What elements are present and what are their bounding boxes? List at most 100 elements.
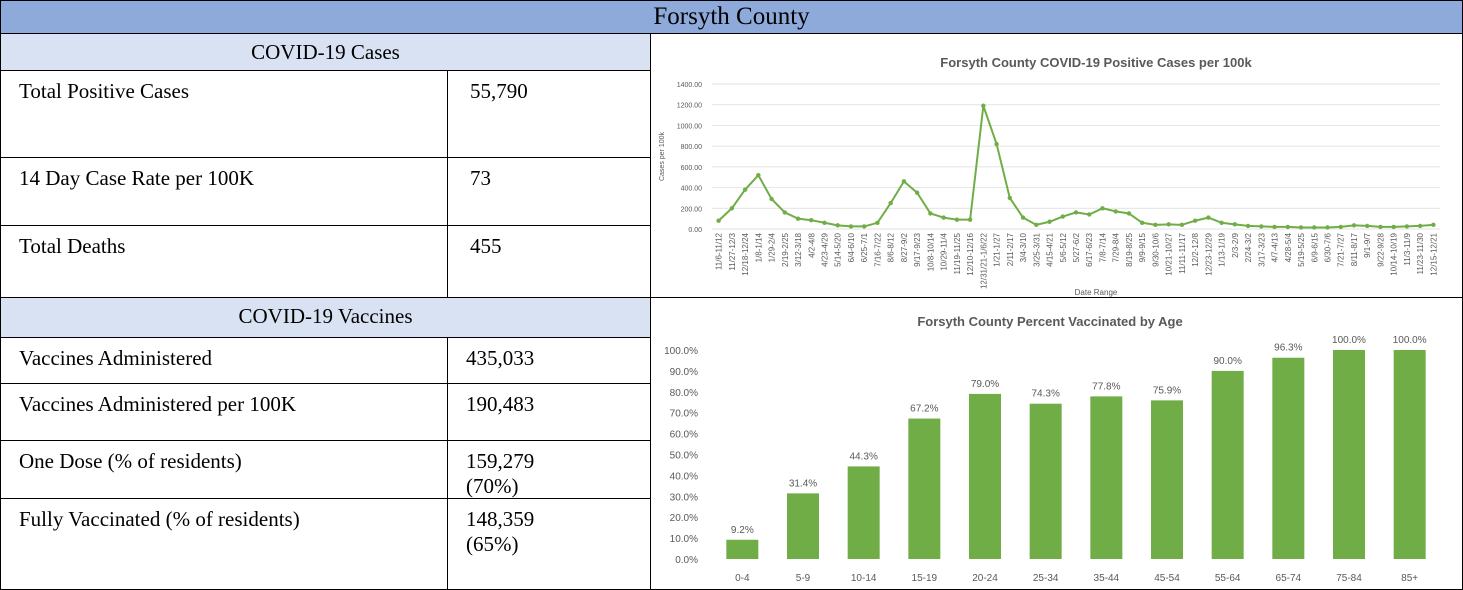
bar — [1029, 403, 1062, 559]
x-tick-label: 12/15-12/21 — [1429, 232, 1438, 275]
point — [1192, 218, 1198, 223]
point — [1034, 222, 1039, 228]
x-tick-label: 3/25-3/31 — [1032, 232, 1041, 266]
y-tick-label: 10.0% — [670, 534, 698, 545]
x-tick-label: 11/6-11/12 — [715, 232, 724, 270]
row-label-text: Vaccines Administered per 100K — [19, 392, 297, 416]
point — [835, 223, 840, 228]
point — [1259, 224, 1264, 229]
point — [1285, 224, 1290, 230]
x-tick-label: 7/16-7/22 — [873, 232, 882, 266]
row-label: Total Deaths — [0, 225, 448, 298]
point — [888, 200, 893, 206]
x-tick-label: 5/27-6/2 — [1072, 232, 1081, 262]
x-tick-label: 20-24 — [972, 573, 998, 584]
x-tick-label: 5/6-5/12 — [1059, 232, 1068, 262]
x-tick-label: 85+ — [1401, 573, 1418, 584]
x-tick-label: 2/19-2/25 — [781, 232, 790, 266]
point — [1020, 215, 1026, 220]
x-tick-label: 1/8-1/14 — [754, 232, 763, 262]
y-tick-label: 800.00 — [681, 144, 703, 151]
point — [1139, 220, 1145, 225]
row-label: One Dose (% of residents) — [0, 440, 448, 499]
point — [1378, 224, 1383, 230]
point — [1404, 224, 1410, 229]
y-tick-label: 1200.00 — [677, 103, 702, 110]
x-tick-label: 25-34 — [1033, 573, 1059, 584]
point — [742, 187, 748, 192]
x-tick-label: 6/30-7/6 — [1323, 232, 1332, 262]
row-value: 455 — [447, 225, 651, 298]
y-tick-label: 200.00 — [681, 206, 703, 213]
bar — [1393, 350, 1426, 559]
value-label: 79.0% — [971, 379, 999, 390]
x-tick-label: 8/27-9/2 — [900, 232, 909, 262]
point — [1272, 224, 1277, 230]
page-title: Forsyth County — [0, 0, 1463, 34]
x-tick-label: 11/27-12/3 — [728, 232, 737, 270]
point — [1431, 222, 1436, 228]
bar — [726, 539, 759, 559]
chart-title: Forsyth County COVID-19 Positive Cases p… — [940, 55, 1252, 70]
x-tick-label: 10/14-10/19 — [1390, 232, 1399, 275]
x-tick-label: 3/4-3/10 — [1019, 232, 1028, 262]
point — [782, 210, 787, 215]
x-tick-label: 12/2-12/8 — [1191, 232, 1200, 266]
y-tick-label: 70.0% — [670, 409, 698, 420]
x-tick-label: 10/21-10/27 — [1165, 232, 1174, 275]
point — [1100, 206, 1105, 211]
point — [1338, 224, 1343, 230]
x-tick-label: 2/3-2/9 — [1231, 232, 1240, 257]
y-tick-label: 30.0% — [670, 492, 698, 503]
point — [1325, 225, 1330, 230]
value-label: 9.2% — [731, 525, 754, 536]
y-tick-label: 600.00 — [681, 165, 703, 172]
point — [1417, 223, 1423, 229]
value-label: 44.3% — [849, 451, 877, 462]
x-tick-label: 2/24-3/2 — [1244, 232, 1253, 262]
point — [1391, 224, 1396, 230]
x-tick-label: 11/11-11/17 — [1178, 232, 1187, 273]
point — [1153, 222, 1158, 228]
y-tick-label: 60.0% — [670, 430, 698, 441]
row-value: 148,359 (65%) — [447, 498, 651, 590]
x-tick-label: 7/29-8/4 — [1112, 232, 1121, 262]
x-tick-label: 45-54 — [1154, 573, 1180, 584]
x-tick-label: 6/17-6/23 — [1085, 232, 1094, 266]
x-tick-label: 4/28-5/4 — [1284, 232, 1293, 262]
value-label: 100.0% — [1332, 335, 1366, 346]
x-tick-label: 8/11-8/17 — [1350, 232, 1359, 266]
x-tick-label: 3/12-3/18 — [794, 232, 803, 266]
row-value-text: 148,359 (65%) — [466, 507, 535, 556]
point — [1060, 214, 1065, 219]
bar — [1272, 357, 1305, 559]
x-tick-label: 6/4-6/10 — [847, 232, 856, 262]
point — [1232, 222, 1238, 227]
point — [716, 218, 721, 223]
x-tick-label: 1/13-1/19 — [1218, 232, 1227, 266]
value-label: 90.0% — [1213, 356, 1241, 367]
point — [1126, 211, 1132, 216]
row-label: Fully Vaccinated (% of residents) — [0, 498, 448, 590]
x-tick-label: 9/9-9/15 — [1138, 232, 1147, 262]
x-tick-label: 2/11-2/17 — [1006, 232, 1015, 266]
x-tick-label: 1/29-2/4 — [768, 232, 777, 262]
bar — [787, 493, 819, 559]
point — [1351, 223, 1357, 228]
x-tick-label: 11/19-11/25 — [953, 232, 962, 274]
y-tick-label: 1400.00 — [677, 82, 702, 89]
value-label: 75.9% — [1153, 385, 1181, 396]
row-value-text: 190,483 — [466, 392, 535, 416]
row-label: Vaccines Administered — [0, 337, 448, 384]
x-axis-title: Date Range — [1075, 288, 1118, 297]
row-value: 435,033 — [447, 337, 651, 384]
point — [1073, 210, 1079, 215]
row-label: 14 Day Case Rate per 100K — [0, 157, 448, 226]
y-tick-label: 90.0% — [670, 367, 698, 378]
point — [928, 211, 933, 216]
y-tick-label: 0.0% — [675, 555, 698, 566]
point — [1219, 220, 1224, 225]
point — [1087, 212, 1092, 217]
